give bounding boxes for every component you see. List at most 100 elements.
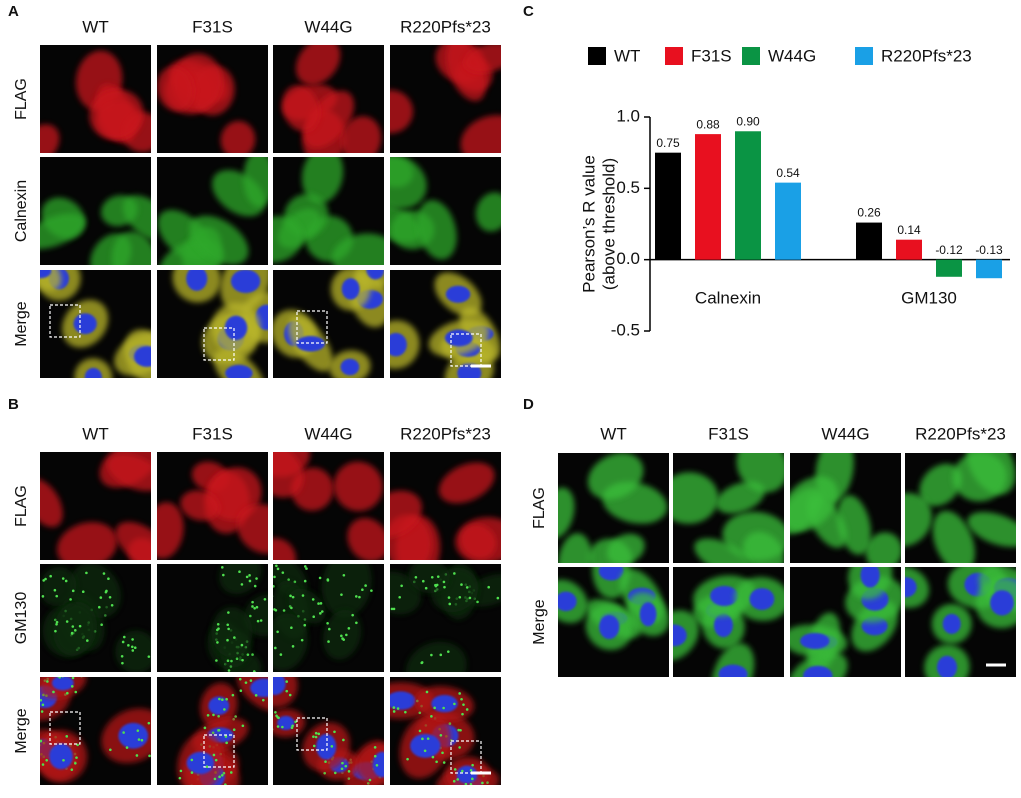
speck bbox=[312, 744, 316, 748]
speck bbox=[261, 698, 265, 702]
speck bbox=[361, 588, 364, 591]
speck bbox=[61, 677, 64, 678]
data-label: -0.13 bbox=[975, 243, 1003, 257]
nucleus bbox=[710, 585, 739, 606]
speck bbox=[222, 573, 225, 577]
speck bbox=[216, 622, 220, 626]
micrograph bbox=[157, 564, 268, 678]
speck bbox=[314, 731, 318, 735]
cell bbox=[211, 607, 253, 658]
speck bbox=[212, 753, 216, 757]
nucleus bbox=[431, 694, 458, 713]
column-header: W44G bbox=[304, 424, 352, 443]
nucleus bbox=[410, 733, 441, 758]
speck bbox=[340, 767, 344, 771]
cell bbox=[932, 510, 975, 563]
speck bbox=[71, 625, 75, 628]
speck bbox=[241, 658, 244, 662]
nucleus bbox=[390, 332, 407, 357]
speck bbox=[70, 768, 74, 771]
micrograph bbox=[390, 564, 513, 672]
column-header: W44G bbox=[821, 424, 869, 443]
speck bbox=[294, 720, 297, 724]
speck bbox=[327, 640, 330, 643]
speck bbox=[471, 777, 474, 781]
speck bbox=[127, 644, 130, 647]
nucleus bbox=[73, 313, 97, 335]
speck bbox=[70, 631, 74, 635]
speck bbox=[414, 575, 418, 579]
nucleus bbox=[186, 270, 208, 291]
speck bbox=[247, 675, 250, 678]
speck bbox=[458, 692, 461, 695]
speck bbox=[442, 580, 446, 584]
data-label: 0.14 bbox=[897, 223, 921, 237]
nucleus bbox=[598, 567, 624, 581]
speck bbox=[364, 584, 367, 587]
speck bbox=[342, 573, 346, 577]
speck bbox=[65, 735, 69, 738]
speck bbox=[505, 592, 508, 595]
speck bbox=[354, 595, 358, 598]
micrograph bbox=[273, 452, 384, 560]
inset-box bbox=[203, 327, 235, 361]
legend-label: R220Pfs*23 bbox=[881, 46, 972, 65]
speck bbox=[345, 633, 348, 637]
speck bbox=[61, 577, 65, 580]
speck bbox=[290, 726, 294, 730]
speck bbox=[342, 738, 345, 742]
nucleus bbox=[296, 336, 325, 352]
speck bbox=[430, 715, 433, 718]
speck bbox=[317, 732, 321, 736]
cell bbox=[331, 233, 384, 265]
speck bbox=[80, 677, 83, 678]
speck bbox=[510, 578, 513, 581]
speck bbox=[255, 605, 259, 609]
speck bbox=[275, 564, 278, 568]
speck bbox=[418, 711, 422, 715]
speck bbox=[448, 722, 452, 725]
speck bbox=[368, 778, 372, 782]
nucleus bbox=[445, 285, 471, 303]
speck bbox=[471, 763, 474, 767]
panel-label: C bbox=[523, 3, 534, 20]
cell bbox=[558, 487, 575, 539]
speck bbox=[74, 761, 77, 765]
speck bbox=[224, 735, 228, 738]
nucleus bbox=[186, 751, 215, 775]
row-label: Merge bbox=[531, 599, 548, 644]
speck bbox=[34, 757, 37, 760]
speck bbox=[240, 583, 244, 586]
inset-box bbox=[49, 711, 81, 745]
speck bbox=[102, 572, 106, 575]
micrograph bbox=[40, 564, 151, 672]
speck bbox=[347, 770, 351, 773]
speck bbox=[233, 636, 236, 639]
speck bbox=[213, 777, 217, 781]
nucleus bbox=[51, 677, 74, 691]
speck bbox=[328, 627, 331, 631]
speck bbox=[319, 602, 323, 605]
speck bbox=[317, 602, 320, 605]
nucleus bbox=[713, 613, 733, 638]
speck bbox=[392, 710, 396, 713]
speck bbox=[203, 726, 207, 730]
speck bbox=[121, 640, 125, 644]
speck bbox=[426, 737, 430, 740]
speck bbox=[358, 595, 361, 599]
inset-box bbox=[203, 734, 235, 768]
nucleus bbox=[444, 329, 473, 347]
bar bbox=[856, 222, 882, 260]
micrograph bbox=[790, 567, 901, 677]
cell bbox=[408, 564, 450, 594]
data-label: 0.54 bbox=[776, 166, 800, 180]
speck bbox=[277, 716, 280, 720]
legend-label: WT bbox=[614, 46, 640, 65]
speck bbox=[274, 609, 278, 612]
speck bbox=[215, 659, 218, 662]
cell bbox=[115, 521, 151, 560]
legend-swatch bbox=[855, 47, 873, 65]
speck bbox=[178, 776, 182, 780]
micrograph bbox=[157, 452, 268, 560]
speck bbox=[288, 693, 292, 697]
